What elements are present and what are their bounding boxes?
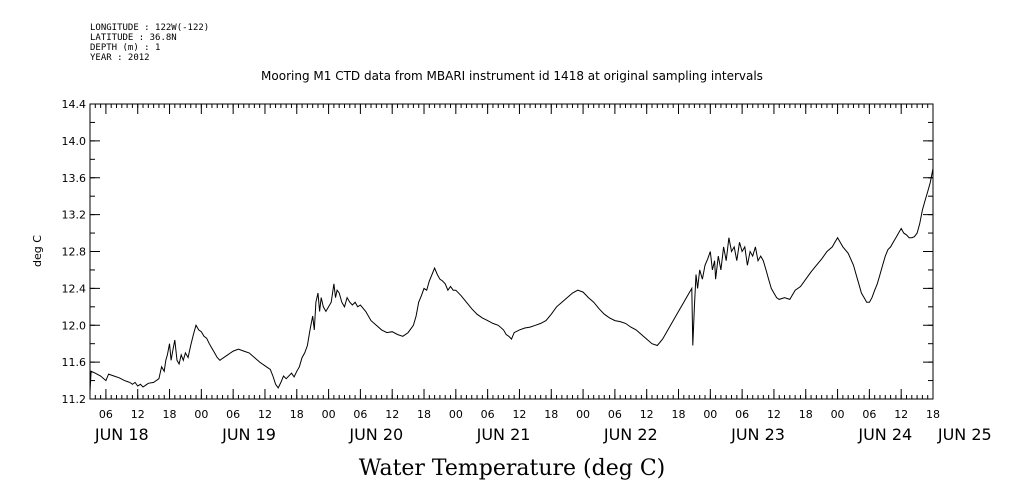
x-axis-ticks: 06 12 18 00 06 12 18 00 06 12 18 00 06 12 18 00 06 12 18 00… [99, 104, 940, 421]
y-tick-label: 12.0 [62, 319, 87, 332]
x-day-label: JUN 23 [730, 425, 785, 444]
x-hour-label: 06 [608, 408, 622, 421]
x-hour-label: 18 [417, 408, 431, 421]
x-hour-label: 12 [640, 408, 654, 421]
depth-text: DEPTH (m) : 1 [90, 43, 160, 53]
x-hour-label: 06 [735, 408, 749, 421]
longitude-text: LONGITUDE : 122W(-122) [90, 23, 209, 33]
y-tick-label: 13.2 [62, 209, 87, 222]
x-day-label: JUN 19 [221, 425, 276, 444]
x-day-label: JUN 18 [94, 425, 149, 444]
plot-frame [89, 103, 934, 400]
x-hour-label: 18 [926, 408, 940, 421]
series-line-water-temperature [89, 115, 934, 392]
x-axis-label: Water Temperature (deg C) [359, 456, 666, 481]
x-hour-label: 06 [226, 408, 240, 421]
x-hour-label: 12 [131, 408, 145, 421]
x-hour-label: 06 [481, 408, 495, 421]
y-tick-label: 14.0 [62, 135, 87, 148]
x-hour-label: 06 [862, 408, 876, 421]
x-hour-label: 00 [322, 408, 336, 421]
x-hour-label: 00 [576, 408, 590, 421]
y-tick-label: 12.4 [62, 282, 87, 295]
x-hour-label: 18 [672, 408, 686, 421]
latitude-text: LATITUDE : 36.8N [90, 33, 177, 43]
y-tick-label: 11.2 [62, 393, 87, 406]
x-hour-label: 12 [894, 408, 908, 421]
x-hour-label: 00 [449, 408, 463, 421]
x-day-label: JUN 24 [857, 425, 912, 444]
x-hour-label: 06 [99, 408, 113, 421]
x-hour-label: 12 [385, 408, 399, 421]
y-axis-ticks: 11.2 11.6 12.0 12.4 12.8 13.2 13.6 14.0 14.4 [62, 98, 933, 406]
y-tick-label: 14.4 [62, 98, 87, 111]
x-day-label: JUN 22 [603, 425, 658, 444]
x-day-label: JUN 20 [348, 425, 403, 444]
x-hour-label: 00 [703, 408, 717, 421]
x-hour-label: 12 [512, 408, 526, 421]
year-text: YEAR : 2012 [90, 53, 150, 63]
x-hour-label: 00 [831, 408, 845, 421]
metadata-block: LONGITUDE : 122W(-122) LATITUDE : 36.8N … [90, 23, 209, 63]
y-axis-label: deg C [31, 235, 44, 267]
x-hour-label: 18 [163, 408, 177, 421]
x-hour-label: 12 [258, 408, 272, 421]
minor-ticks [89, 104, 934, 399]
x-hour-label: 18 [290, 408, 304, 421]
x-day-label: JUN 21 [476, 425, 531, 444]
x-hour-label: 18 [799, 408, 813, 421]
y-tick-label: 11.6 [62, 356, 87, 369]
x-hour-label: 00 [194, 408, 208, 421]
chart-title: Mooring M1 CTD data from MBARI instrumen… [261, 69, 763, 83]
x-axis-day-labels: JUN 18 JUN 19 JUN 20 JUN 21 JUN 22 JUN 23 JUN … [94, 425, 992, 444]
y-tick-label: 13.6 [62, 172, 87, 185]
y-tick-label: 12.8 [62, 246, 87, 259]
x-day-label: JUN 25 [937, 425, 992, 444]
x-hour-label: 06 [353, 408, 367, 421]
x-hour-label: 18 [544, 408, 558, 421]
x-hour-label: 12 [767, 408, 781, 421]
